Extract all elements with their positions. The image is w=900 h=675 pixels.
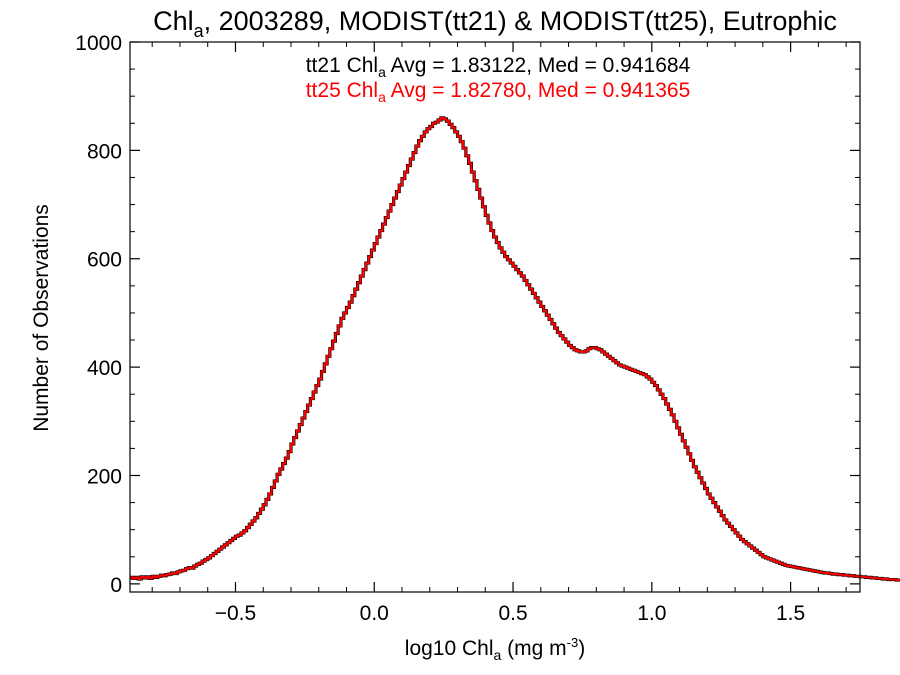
series-tt21-line <box>130 116 900 582</box>
annotation-tt25: tt25 Chla Avg = 1.82780, Med = 0.941365 <box>306 79 691 105</box>
annotation-tt21: tt21 Chla Avg = 1.83122, Med = 0.941684 <box>306 54 691 80</box>
y-tick-label: 0 <box>110 574 122 597</box>
x-axis-label: log10 Chla (mg m-3) <box>405 635 585 663</box>
y-axis-label: Number of Observations <box>30 204 53 432</box>
x-tick-label: 1.0 <box>637 602 666 625</box>
series-tt25-line <box>130 116 900 582</box>
plot-frame <box>129 41 861 593</box>
chart-title: Chla, 2003289, MODIST(tt21) & MODIST(tt2… <box>153 6 837 41</box>
x-tick-label: −0.5 <box>215 602 256 625</box>
y-tick-label: 600 <box>87 249 122 272</box>
y-tick-label: 800 <box>87 140 122 163</box>
x-tick-label: 0.0 <box>360 602 389 625</box>
y-tick-label: 1000 <box>75 32 122 55</box>
x-axis: −0.5 0.0 0.5 1.0 1.5 <box>151 42 847 625</box>
y-tick-label: 400 <box>87 357 122 380</box>
x-tick-label: 1.5 <box>776 602 805 625</box>
y-axis: 0 200 400 600 800 1000 <box>75 32 860 597</box>
y-tick-label: 200 <box>87 465 122 488</box>
series-layer <box>130 116 900 582</box>
x-tick-label: 0.5 <box>498 602 527 625</box>
